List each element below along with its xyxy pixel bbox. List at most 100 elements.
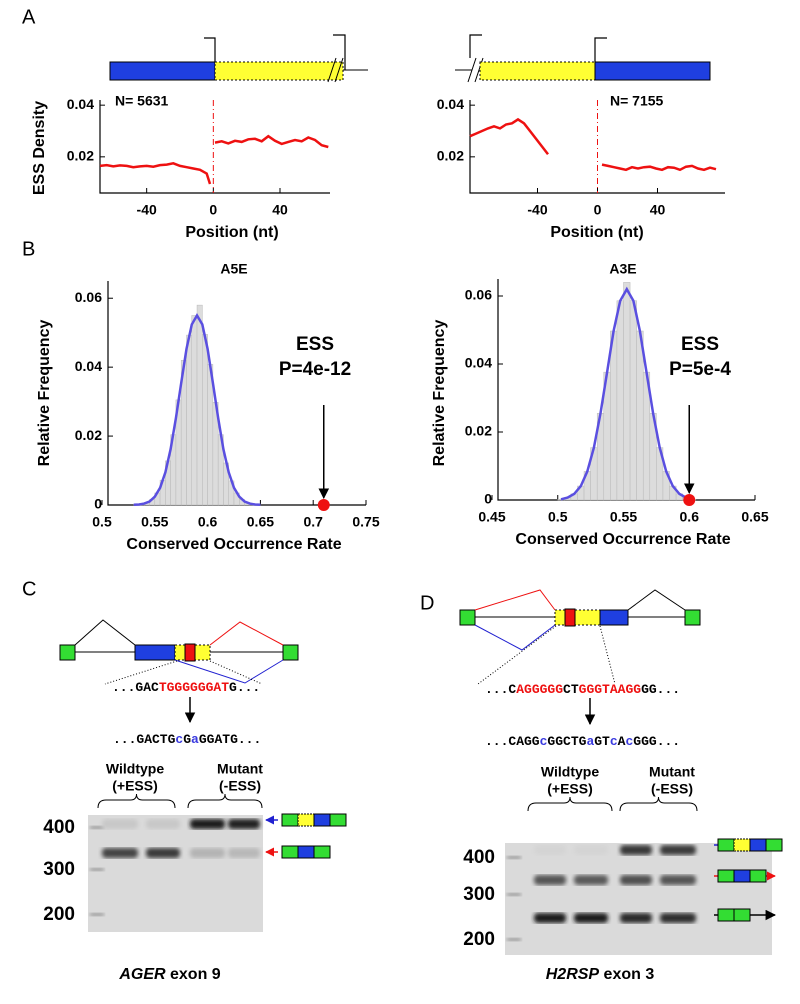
- panel-label: B: [22, 238, 35, 260]
- exon-icon: [765, 838, 783, 852]
- axis: [107, 281, 366, 506]
- annotation: ESS: [681, 334, 719, 355]
- annotation: P=4e-12: [279, 359, 351, 380]
- sequence-segment: GT: [594, 734, 610, 749]
- sequence-segment: AGGGGG: [516, 682, 563, 697]
- exon-icon: [749, 869, 767, 883]
- sequence: ...GACTGcGaGGATG...: [113, 732, 261, 747]
- y-tick-label: 0.02: [465, 423, 492, 439]
- annotation: N= 5631: [115, 93, 169, 109]
- exon-icon: [297, 813, 315, 827]
- gel-image: [505, 843, 772, 955]
- ladder-band: [507, 938, 521, 941]
- caption-part: H2RSP: [546, 966, 600, 983]
- ladder-band: [507, 856, 521, 859]
- lane-group-label: Mutant: [217, 761, 263, 777]
- sequence-segment: ...CAGG: [485, 734, 540, 749]
- annotation: N= 7155: [610, 93, 664, 109]
- gel-band: [228, 848, 260, 858]
- gel-band: [660, 875, 696, 885]
- histogram-bar: [186, 334, 193, 506]
- x-axis-label: Position (nt): [185, 224, 278, 241]
- gel-band: [660, 845, 696, 855]
- axis: [469, 100, 725, 194]
- exon-icon: [733, 838, 751, 852]
- exon-icon: [749, 838, 767, 852]
- sequence-segment: c: [175, 732, 183, 747]
- brace: [619, 796, 698, 812]
- histogram-bar: [191, 315, 198, 506]
- sequence-segment: c: [610, 734, 618, 749]
- y-tick-label: 0: [94, 496, 102, 512]
- sequence-segment: ...GAC: [112, 680, 159, 695]
- sequence-segment: a: [586, 734, 594, 749]
- lane-group-label: Mutant: [649, 764, 695, 780]
- sequence-segment: GG...: [641, 682, 680, 697]
- sequence-segment: G...: [229, 680, 260, 695]
- lane-group-label: Wildtype: [106, 761, 164, 777]
- exon-icon: [281, 813, 299, 827]
- panel-label: C: [22, 578, 36, 600]
- ladder-label: 200: [463, 929, 495, 950]
- x-tick-label: 0.6: [680, 509, 700, 525]
- ladder-band: [90, 826, 104, 829]
- panel-label: D: [420, 592, 434, 614]
- x-tick-label: 0.5: [548, 509, 568, 525]
- brace: [527, 796, 613, 812]
- x-tick-label: 0.5: [92, 514, 112, 530]
- gel-band: [190, 848, 225, 858]
- sequence: ...CAGGcGGCTGaGTcAcGGG...: [485, 734, 680, 749]
- caption-part: AGER: [118, 966, 166, 983]
- lane-group-label: (+ESS): [112, 778, 158, 794]
- x-tick-label: 0.7: [303, 514, 323, 530]
- exon-icon: [281, 845, 299, 859]
- histogram-bar: [629, 300, 637, 501]
- x-tick-label: 0.65: [741, 509, 768, 525]
- x-axis-label: Conserved Occurrence Rate: [126, 536, 341, 553]
- x-tick-label: 40: [272, 202, 288, 218]
- x-tick-label: 0.65: [247, 514, 274, 530]
- observed-point: [683, 494, 696, 506]
- histogram-bar: [616, 300, 624, 501]
- x-tick-label: 0.6: [198, 514, 218, 530]
- y-tick-label: 0.02: [67, 148, 94, 164]
- y-tick-label: 0.06: [75, 289, 102, 305]
- x-tick-label: 0.45: [478, 509, 505, 525]
- lane-group-label: (+ESS): [547, 781, 593, 797]
- x-tick-label: 0.55: [610, 509, 637, 525]
- axis: [99, 100, 330, 194]
- ladder-label: 400: [463, 847, 495, 868]
- sequence: ...GACTGGGGGGATG...: [112, 680, 260, 695]
- x-tick-label: -40: [527, 202, 547, 218]
- gel-band: [620, 875, 652, 885]
- chart-title: A5E: [220, 261, 247, 277]
- data-line: [469, 117, 717, 172]
- sequence-segment: ...C: [485, 682, 516, 697]
- y-tick-label: 0.06: [465, 287, 492, 303]
- gel-image: [88, 815, 263, 932]
- y-tick-label: 0.04: [437, 96, 464, 112]
- ladder-label: 200: [43, 904, 75, 925]
- histogram-bar: [636, 330, 644, 501]
- x-tick-label: -40: [137, 202, 157, 218]
- y-tick-label: 0.04: [465, 355, 492, 371]
- lane-group-label: Wildtype: [541, 764, 599, 780]
- fit-curve: [560, 286, 693, 501]
- y-axis-label: ESS Density: [31, 101, 48, 195]
- y-axis-label: Relative Frequency: [431, 320, 448, 467]
- exon-diagram: [109, 34, 711, 83]
- sequence-segment: CT: [563, 682, 579, 697]
- splicing-diagram: [459, 589, 701, 726]
- exon-icon: [717, 908, 735, 922]
- sequence-segment: ...GACTG: [113, 732, 176, 747]
- y-tick-label: 0.02: [75, 427, 102, 443]
- ladder-band: [507, 893, 521, 896]
- sequence-segment: TGGGGGGAT: [159, 680, 229, 695]
- exon-icon: [297, 845, 315, 859]
- caption-part: exon 9: [166, 966, 221, 983]
- x-tick-label: 0.55: [141, 514, 168, 530]
- histogram-bar: [202, 334, 208, 506]
- sequence-segment: c: [540, 734, 548, 749]
- annotation: P=5e-4: [669, 359, 731, 380]
